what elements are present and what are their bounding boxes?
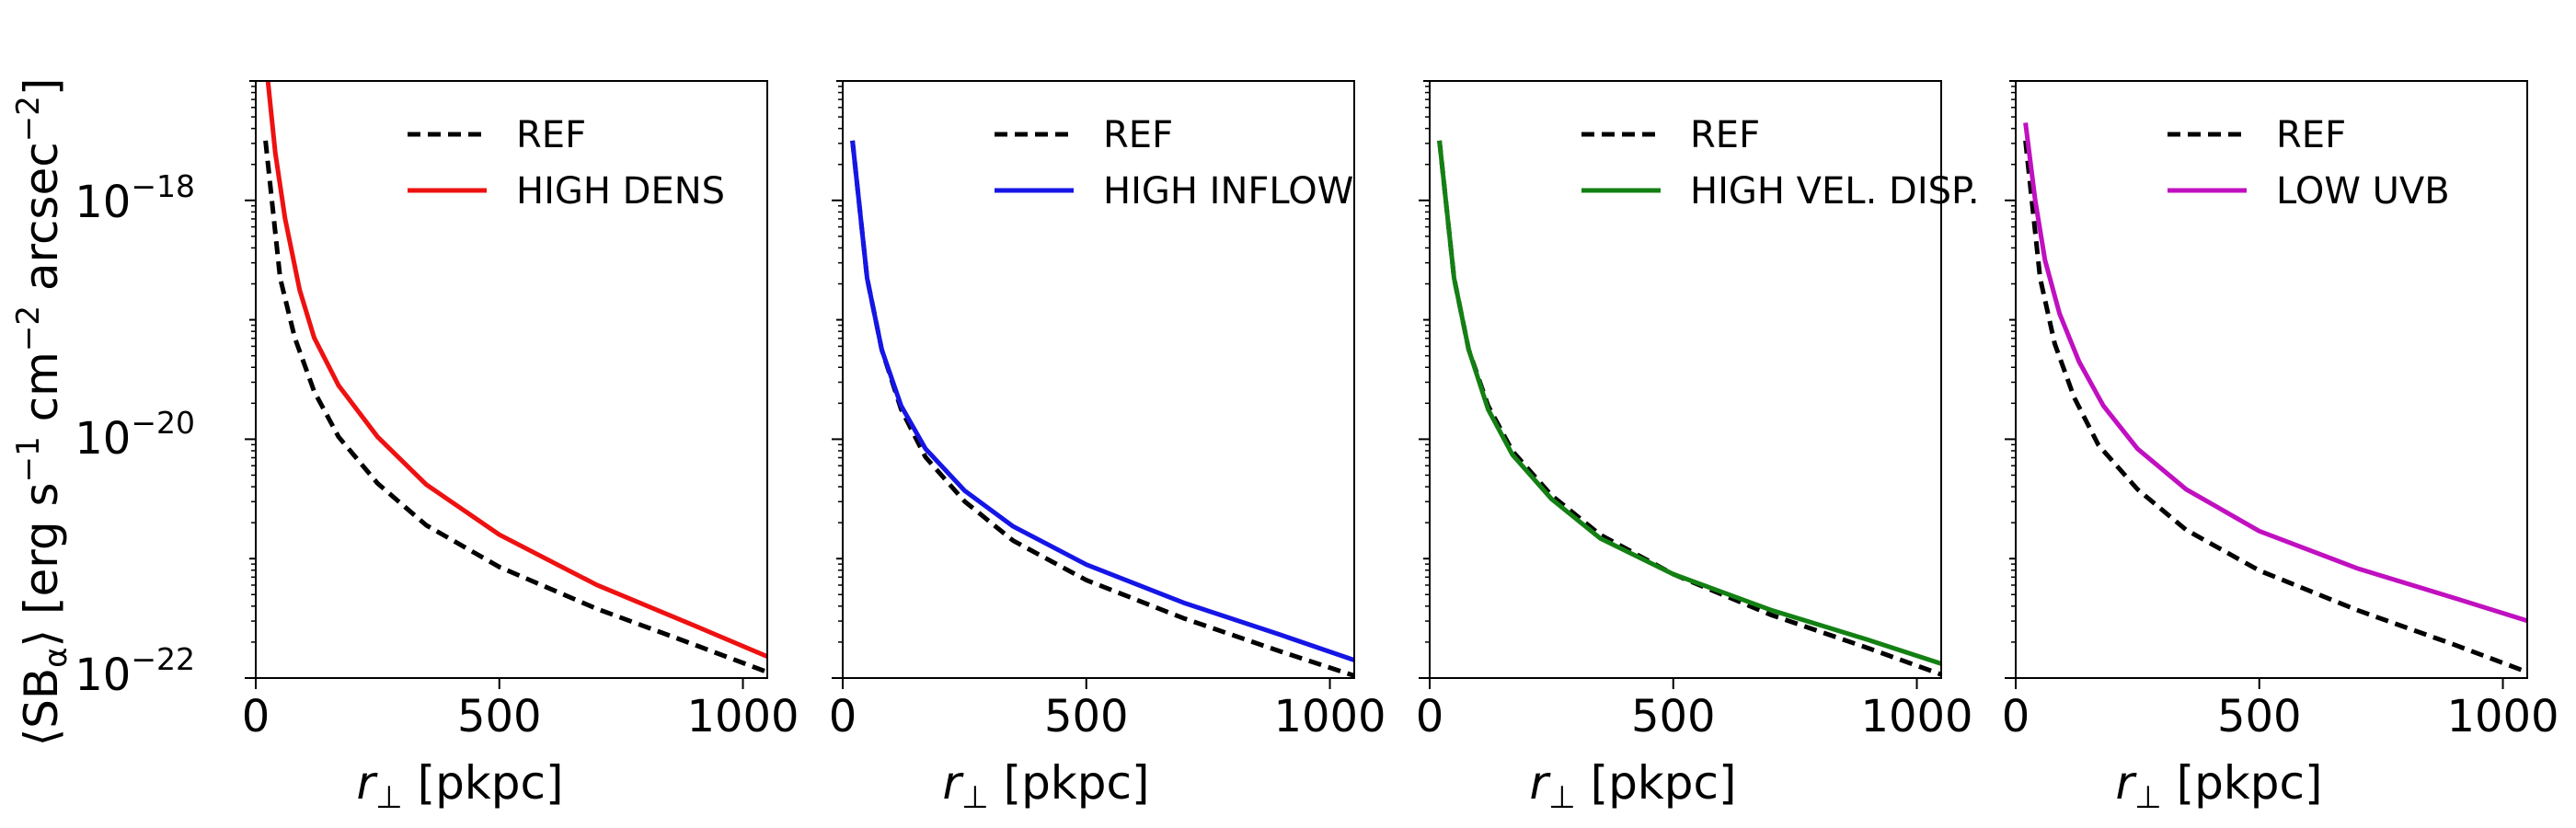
x-axis-label-2: r⊥ [pkpc] bbox=[942, 756, 1149, 816]
x-axis-label-3: r⊥ [pkpc] bbox=[1529, 756, 1736, 816]
xtick-label: 0 bbox=[829, 691, 857, 742]
y-axis-label: ⟨SBα⟩ [erg s−1 cm−2 arcsec−2] bbox=[10, 78, 75, 747]
series-line-ref bbox=[263, 140, 767, 674]
legend-label: HIGH VEL. DISP. bbox=[1690, 170, 1980, 213]
series-line-ref bbox=[2023, 140, 2527, 674]
x-axis-label-1: r⊥ [pkpc] bbox=[356, 756, 563, 816]
xtick-label: 500 bbox=[1044, 691, 1129, 742]
series-line-ref bbox=[850, 140, 1354, 678]
legend-label: HIGH INFLOW bbox=[1103, 170, 1353, 213]
xtick-label: 500 bbox=[1631, 691, 1716, 742]
ytick-label-1e-20: 10−20 bbox=[75, 405, 195, 465]
series-group bbox=[1437, 140, 1941, 677]
xtick-label: 0 bbox=[1416, 691, 1444, 742]
axes-frame bbox=[842, 80, 1355, 679]
series-line-high-vel-disp bbox=[1437, 140, 1941, 666]
legend-label: HIGH DENS bbox=[516, 170, 725, 213]
series-group bbox=[850, 140, 1354, 678]
series-line-high-dens bbox=[265, 81, 767, 659]
series-line-high-inflow bbox=[850, 140, 1354, 662]
series-group bbox=[2023, 122, 2527, 674]
series-line-low-uvb bbox=[2023, 122, 2527, 624]
y-tick-labels: 10−18 10−20 10−22 bbox=[75, 168, 195, 701]
legend-label: LOW UVB bbox=[2276, 170, 2450, 213]
xtick-label: 1000 bbox=[686, 691, 799, 742]
x-axis-label-4: r⊥ [pkpc] bbox=[2115, 756, 2322, 816]
legend-label: REF bbox=[516, 114, 586, 156]
ytick-label-1e-18: 10−18 bbox=[75, 168, 195, 228]
series-line-ref bbox=[1437, 140, 1941, 677]
xtick-label: 0 bbox=[242, 691, 270, 742]
xtick-label: 500 bbox=[457, 691, 542, 742]
xtick-label: 1000 bbox=[1860, 691, 1972, 742]
xtick-label: 0 bbox=[2002, 691, 2030, 742]
panels: 0 500 1000 REF HIGH DENS 0 500 1000 REF HIGH INFL… bbox=[242, 80, 2559, 742]
panel-3: 0 500 1000 REF HIGH VEL. DISP. bbox=[1416, 80, 1980, 742]
series-group bbox=[263, 81, 767, 674]
legend-label: REF bbox=[1690, 114, 1760, 156]
panel-2: 0 500 1000 REF HIGH INFLOW bbox=[829, 80, 1386, 742]
ytick-label-1e-22: 10−22 bbox=[75, 641, 195, 701]
panel-1: 0 500 1000 REF HIGH DENS bbox=[242, 80, 799, 742]
axes-frame bbox=[2015, 80, 2528, 679]
panel-4: 0 500 1000 REF LOW UVB bbox=[2002, 80, 2559, 742]
x-axis-labels: r⊥ [pkpc] r⊥ [pkpc] r⊥ [pkpc] r⊥ [pkpc] bbox=[356, 756, 2322, 816]
xtick-label: 1000 bbox=[1273, 691, 1386, 742]
xtick-label: 1000 bbox=[2446, 691, 2559, 742]
legend-label: REF bbox=[2276, 114, 2346, 156]
legend-label: REF bbox=[1103, 114, 1173, 156]
xtick-label: 500 bbox=[2217, 691, 2302, 742]
axes-frame bbox=[1429, 80, 1942, 679]
axes-frame bbox=[255, 80, 768, 679]
